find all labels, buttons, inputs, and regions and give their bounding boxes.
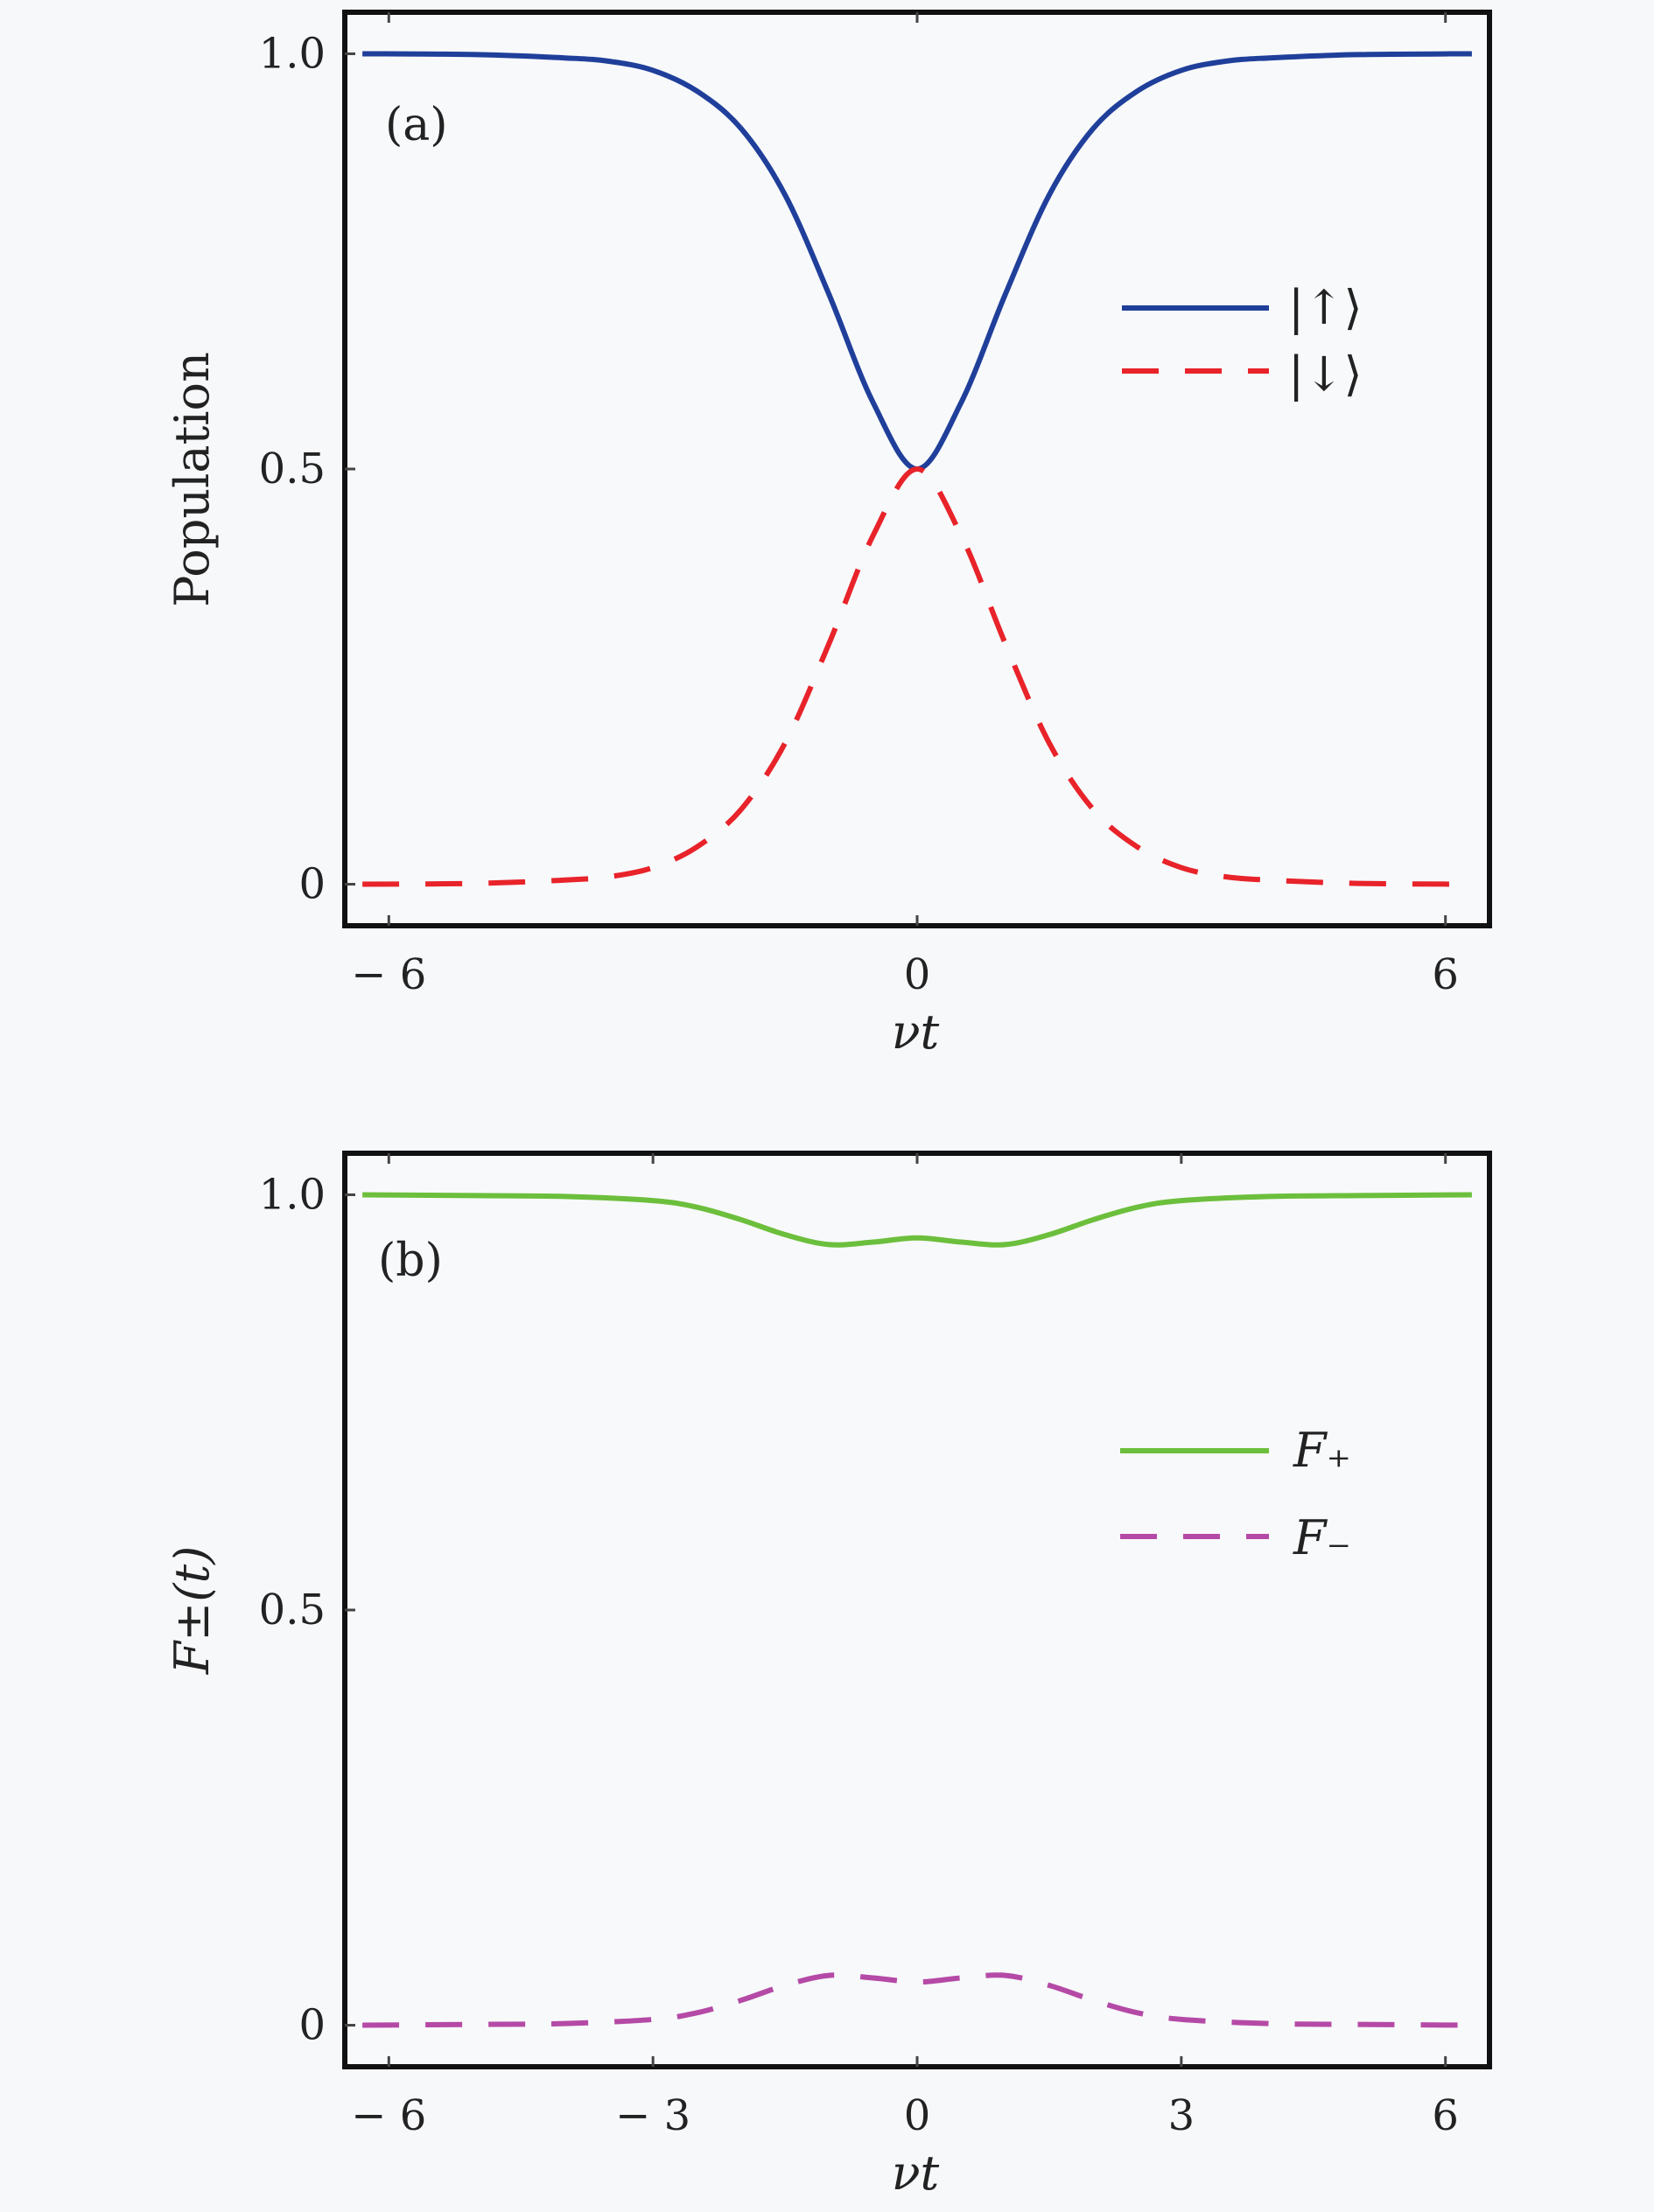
x-tick-label-b-3: 3 (1168, 2091, 1195, 2140)
plot-area-b (345, 1153, 1489, 2067)
y-tick-label-a-1: 0.5 (259, 444, 326, 494)
x-tick-label-b-1: − 3 (615, 2091, 690, 2140)
y-axis-label-b: F±(t) (165, 1546, 220, 1676)
x-axis-label-a: νt (892, 1004, 940, 1060)
y-axis-label-a: Population (165, 352, 220, 607)
y-tick-label-a-2: 1.0 (259, 29, 326, 78)
legend-a: |↑⟩ |↓⟩ (1122, 280, 1363, 402)
panel-b: − 6 − 3 0 3 6 0 0.5 1.0 (b) νt F±(t) F₊ F₋ (165, 1151, 1492, 2201)
panel-label-b: (b) (378, 1235, 443, 1287)
series-line-b-0 (362, 1192, 1472, 1248)
legend-b: F₊ F₋ (1120, 1423, 1351, 1565)
ticks-b: − 6 − 3 0 3 6 0 0.5 1.0 (259, 1153, 1459, 2140)
y-tick-label-b-1: 0.5 (259, 1586, 326, 1634)
x-tick-label-b-0: − 6 (351, 2091, 426, 2140)
panel-a: − 6 0 6 0 0.5 1.0 (a) νt Population |↑⟩ |↓⟩ (165, 10, 1492, 1060)
x-tick-label-a-0: − 6 (351, 950, 426, 999)
y-tick-label-a-0: 0 (298, 860, 326, 909)
legend-label-fplus: F₊ (1293, 1423, 1351, 1478)
panel-label-a: (a) (385, 99, 448, 151)
legend-label-fminus: F₋ (1293, 1510, 1351, 1565)
legend-label-up: |↑⟩ (1288, 280, 1363, 335)
x-tick-label-b-4: 6 (1432, 2091, 1459, 2140)
legend-label-down: |↓⟩ (1288, 346, 1363, 402)
x-axis-label-b: νt (892, 2146, 940, 2201)
x-tick-label-a-1: 0 (904, 950, 931, 999)
ticks-a: − 6 0 6 0 0.5 1.0 (259, 12, 1459, 999)
x-tick-label-b-2: 0 (904, 2091, 931, 2140)
series-group-b (362, 1192, 1472, 2028)
series-line-a-1 (362, 466, 1472, 887)
x-tick-label-a-2: 6 (1432, 950, 1459, 999)
y-tick-label-b-2: 1.0 (259, 1170, 326, 1219)
y-tick-label-b-0: 0 (298, 2001, 326, 2050)
series-group-a (362, 51, 1472, 887)
